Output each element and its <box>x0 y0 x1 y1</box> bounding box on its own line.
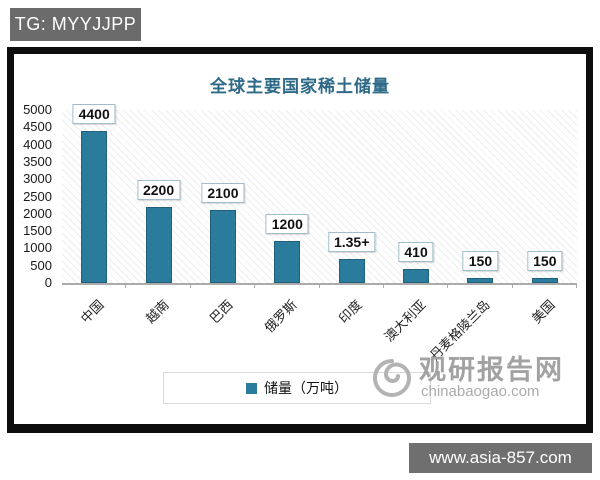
bar-5 <box>338 259 365 283</box>
y-tick-label: 500 <box>30 257 52 273</box>
plot-area: 4400 中国 2200 越南 2100 巴西 1200 俄罗斯 1.35+ 印度 410 澳大利亚 1… <box>62 103 577 363</box>
x-axis-tick <box>318 283 320 288</box>
bar-7 <box>467 277 494 283</box>
x-axis-tick <box>382 283 384 288</box>
bar-slot: 2100 巴西 <box>191 110 256 326</box>
bar-value-label: 150 <box>527 250 563 271</box>
x-axis-category-label: 澳大利亚 <box>381 297 429 345</box>
y-tick-label: 3000 <box>23 171 52 187</box>
bar-slot: 1200 俄罗斯 <box>255 110 320 335</box>
chart-canvas: 全球主要国家稀土储量 0 500 1000 1500 2000 2500 3000 3500 4… <box>14 54 586 424</box>
x-axis-category-label: 巴西 <box>206 297 236 327</box>
y-tick-label: 2500 <box>23 188 52 204</box>
y-tick-label: 2000 <box>23 205 52 221</box>
y-tick-label: 4500 <box>23 119 52 135</box>
y-axis: 0 500 1000 1500 2000 2500 3000 3500 4000 4500 5000 <box>14 103 58 290</box>
bar-value-label: 4400 <box>72 103 116 124</box>
watermark-logo-icon <box>373 359 412 398</box>
y-tick-label: 4000 <box>23 136 52 152</box>
bar-slot: 410 澳大利亚 <box>381 110 449 345</box>
watermark-site-name: 观研报告网 <box>419 355 564 385</box>
y-tick-label: 3500 <box>23 153 52 169</box>
x-axis-category-label: 印度 <box>335 297 365 327</box>
bar-6 <box>403 268 430 283</box>
x-axis-tick <box>125 283 127 288</box>
x-axis-tick <box>254 283 256 288</box>
bar-value-label: 2100 <box>201 183 245 204</box>
bar-slot: 1.35+ 印度 <box>320 110 384 326</box>
x-axis-tick <box>189 283 191 288</box>
legend-swatch-icon <box>246 382 257 394</box>
watermark-texts: 观研报告网 chinabaogao.com <box>419 356 564 400</box>
y-tick-label: 5000 <box>23 102 52 117</box>
x-axis-category-label: 越南 <box>142 297 172 327</box>
x-axis-category-label: 中国 <box>77 297 107 327</box>
bar-8 <box>531 277 558 283</box>
watermark-site-domain: chinabaogao.com <box>421 383 540 401</box>
bar-4 <box>274 241 301 283</box>
y-tick-label: 1500 <box>23 223 52 239</box>
bar-3 <box>209 210 236 283</box>
y-tick-label: 1000 <box>23 240 52 256</box>
legend-label: 储量（万吨） <box>264 380 348 396</box>
bar-slot: 4400 中国 <box>62 103 127 326</box>
x-axis-category-label: 美国 <box>528 297 558 327</box>
footer-url-badge: www.asia-857.com <box>409 443 592 473</box>
x-axis-tick <box>576 283 577 288</box>
x-axis-tick <box>447 283 449 288</box>
chart-title: 全球主要国家稀土储量 <box>210 77 390 96</box>
watermark: 观研报告网 chinabaogao.com <box>370 356 564 400</box>
x-axis-tick <box>511 283 513 288</box>
x-axis-category-label: 俄罗斯 <box>261 297 301 336</box>
bar-2 <box>145 206 172 283</box>
bar-slot: 2200 越南 <box>126 110 191 326</box>
bar-1 <box>81 130 108 283</box>
x-axis-category-label: 丹麦格陵兰岛 <box>427 297 494 363</box>
bar-value-label: 2200 <box>136 179 181 200</box>
bar-value-label: 150 <box>462 250 499 271</box>
bar-slot: 150 丹麦格陵兰岛 <box>427 110 513 363</box>
bar-value-label: 1200 <box>265 214 309 235</box>
bar-value-label: 1.35+ <box>327 232 376 253</box>
tg-channel-badge: TG: MYYJJPP <box>10 8 141 41</box>
bar-value-label: 410 <box>398 241 434 262</box>
chart-frame: 全球主要国家稀土储量 0 500 1000 1500 2000 2500 3000 3500 4… <box>7 47 593 433</box>
bar-slot: 150 美国 <box>513 110 577 326</box>
y-tick-label: 0 <box>44 275 52 290</box>
